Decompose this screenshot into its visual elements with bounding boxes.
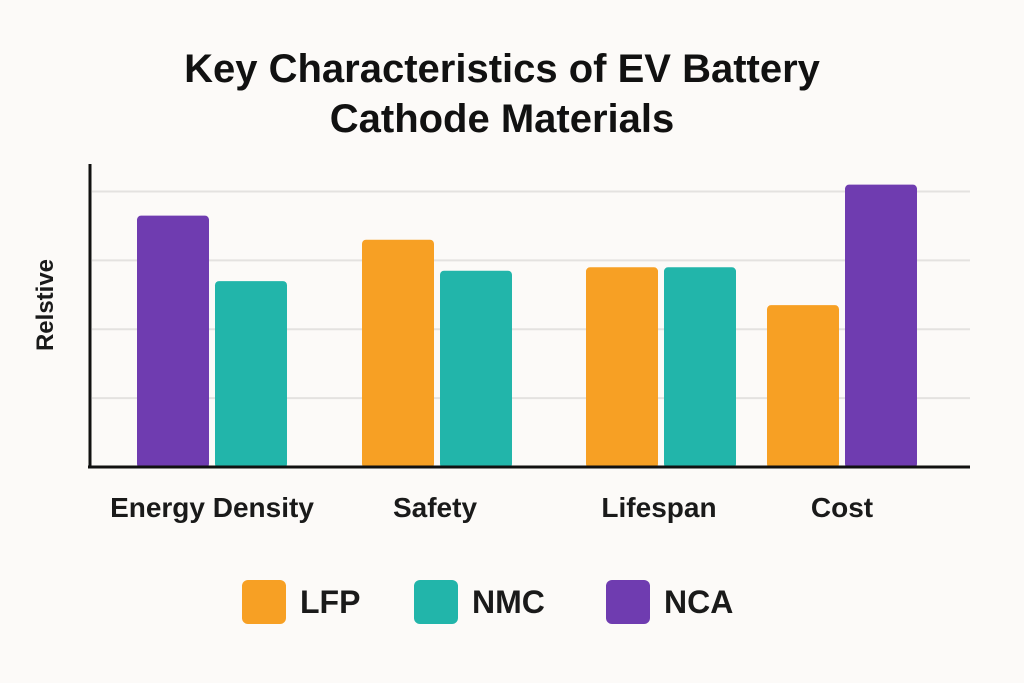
y-axis-label: Relstive: [32, 259, 59, 351]
legend-swatch-nca: [606, 580, 650, 624]
bar-lfp-lifespan: [586, 267, 658, 468]
chart-title-line-1: Key Characteristics of EV Battery: [184, 47, 820, 91]
bar-lfp-cost: [767, 305, 839, 468]
legend-swatch-nmc: [414, 580, 458, 624]
bars: [137, 184, 917, 468]
legend: LFP NMC NCA: [0, 580, 1024, 630]
chart-title-line-2: Cathode Materials: [329, 97, 675, 141]
bar-nmc-safety: [440, 270, 512, 468]
legend-label-lfp: LFP: [300, 583, 361, 620]
x-tick-label-safety: Safety: [393, 492, 477, 523]
legend-item-lfp: LFP: [242, 580, 360, 624]
legend-label-nmc: NMC: [472, 583, 545, 620]
x-tick-labels: Energy Density Safety Lifespan Cost: [110, 492, 873, 523]
chart-title: Key Characteristics of EV Battery Cathod…: [0, 44, 1004, 144]
bar-nca-cost: [845, 184, 917, 468]
bar-nmc-lifespan: [664, 267, 736, 468]
legend-label-nca: NCA: [664, 583, 734, 620]
legend-swatch-lfp: [242, 580, 286, 624]
x-tick-label-cost: Cost: [811, 492, 873, 523]
legend-item-nmc: NMC: [414, 580, 545, 624]
bar-nca-energy-density: [137, 215, 209, 468]
bar-nmc-energy-density: [215, 281, 287, 468]
x-tick-label-lifespan: Lifespan: [601, 492, 716, 523]
legend-item-nca: NCA: [606, 580, 733, 624]
bar-lfp-safety: [362, 239, 434, 468]
x-tick-label-energy-density: Energy Density: [110, 492, 314, 523]
